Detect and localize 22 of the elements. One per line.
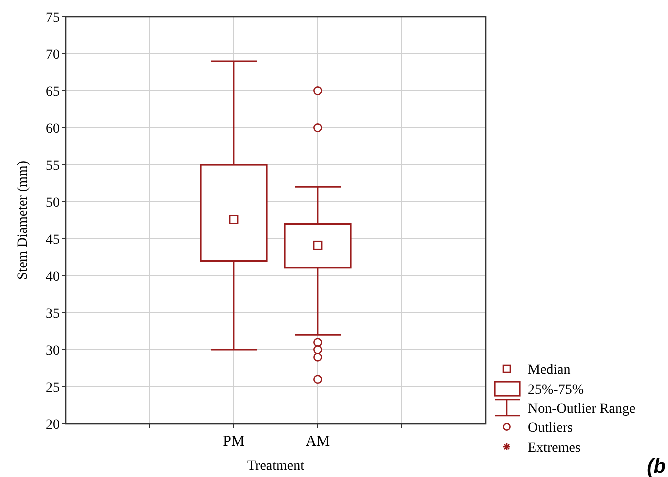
y-tick-label: 40: [46, 270, 60, 285]
y-tick-label: 70: [46, 48, 60, 63]
x-tick-label: PM: [223, 434, 245, 450]
text: Outliers: [528, 420, 574, 436]
y-tick-label: 65: [46, 84, 60, 100]
text: Extremes: [528, 440, 581, 456]
y-tick-label: 60: [46, 122, 60, 137]
y-tick-label: 25: [46, 380, 60, 396]
text: 25%-75%: [528, 382, 584, 398]
y-tick-label: 35: [46, 306, 60, 322]
text: (b: [647, 456, 666, 477]
y-tick-label: 45: [46, 232, 60, 248]
y-tick-label: 20: [46, 418, 60, 433]
y-tick-label: 75: [46, 10, 60, 26]
x-axis-title: Treatment: [247, 459, 305, 474]
x-tick-label: AM: [306, 434, 330, 450]
text: Median: [528, 362, 571, 378]
y-axis-title: Stem Diameter (mm): [16, 160, 31, 280]
y-tick-label: 50: [46, 196, 60, 211]
y-tick-label: 55: [46, 158, 60, 174]
text: Non-Outlier Range: [528, 402, 636, 417]
y-tick-label: 30: [46, 344, 60, 359]
